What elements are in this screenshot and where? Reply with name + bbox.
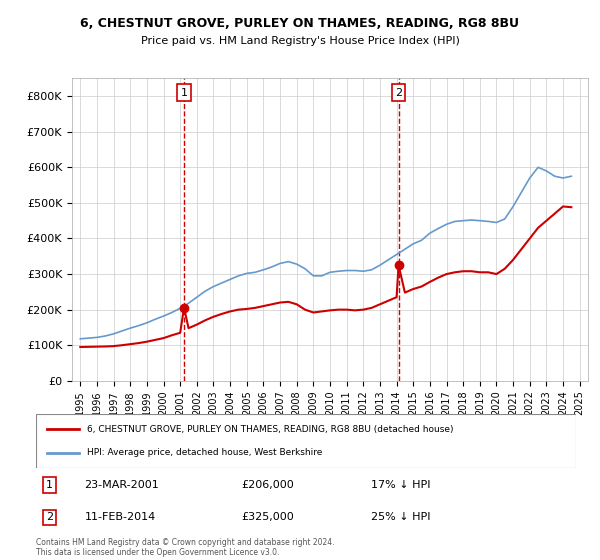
Text: Price paid vs. HM Land Registry's House Price Index (HPI): Price paid vs. HM Land Registry's House … <box>140 36 460 46</box>
Text: HPI: Average price, detached house, West Berkshire: HPI: Average price, detached house, West… <box>88 448 323 457</box>
Text: Contains HM Land Registry data © Crown copyright and database right 2024.
This d: Contains HM Land Registry data © Crown c… <box>36 538 335 557</box>
Text: 2: 2 <box>395 87 402 97</box>
FancyBboxPatch shape <box>36 414 576 468</box>
Text: £206,000: £206,000 <box>241 480 294 490</box>
Text: 17% ↓ HPI: 17% ↓ HPI <box>371 480 430 490</box>
Text: 25% ↓ HPI: 25% ↓ HPI <box>371 512 430 522</box>
Text: £325,000: £325,000 <box>241 512 294 522</box>
Text: 2: 2 <box>46 512 53 522</box>
Text: 11-FEB-2014: 11-FEB-2014 <box>85 512 156 522</box>
Text: 6, CHESTNUT GROVE, PURLEY ON THAMES, READING, RG8 8BU (detached house): 6, CHESTNUT GROVE, PURLEY ON THAMES, REA… <box>88 425 454 434</box>
Text: 1: 1 <box>181 87 188 97</box>
Text: 6, CHESTNUT GROVE, PURLEY ON THAMES, READING, RG8 8BU: 6, CHESTNUT GROVE, PURLEY ON THAMES, REA… <box>80 17 520 30</box>
Text: 23-MAR-2001: 23-MAR-2001 <box>85 480 160 490</box>
Text: 1: 1 <box>46 480 53 490</box>
